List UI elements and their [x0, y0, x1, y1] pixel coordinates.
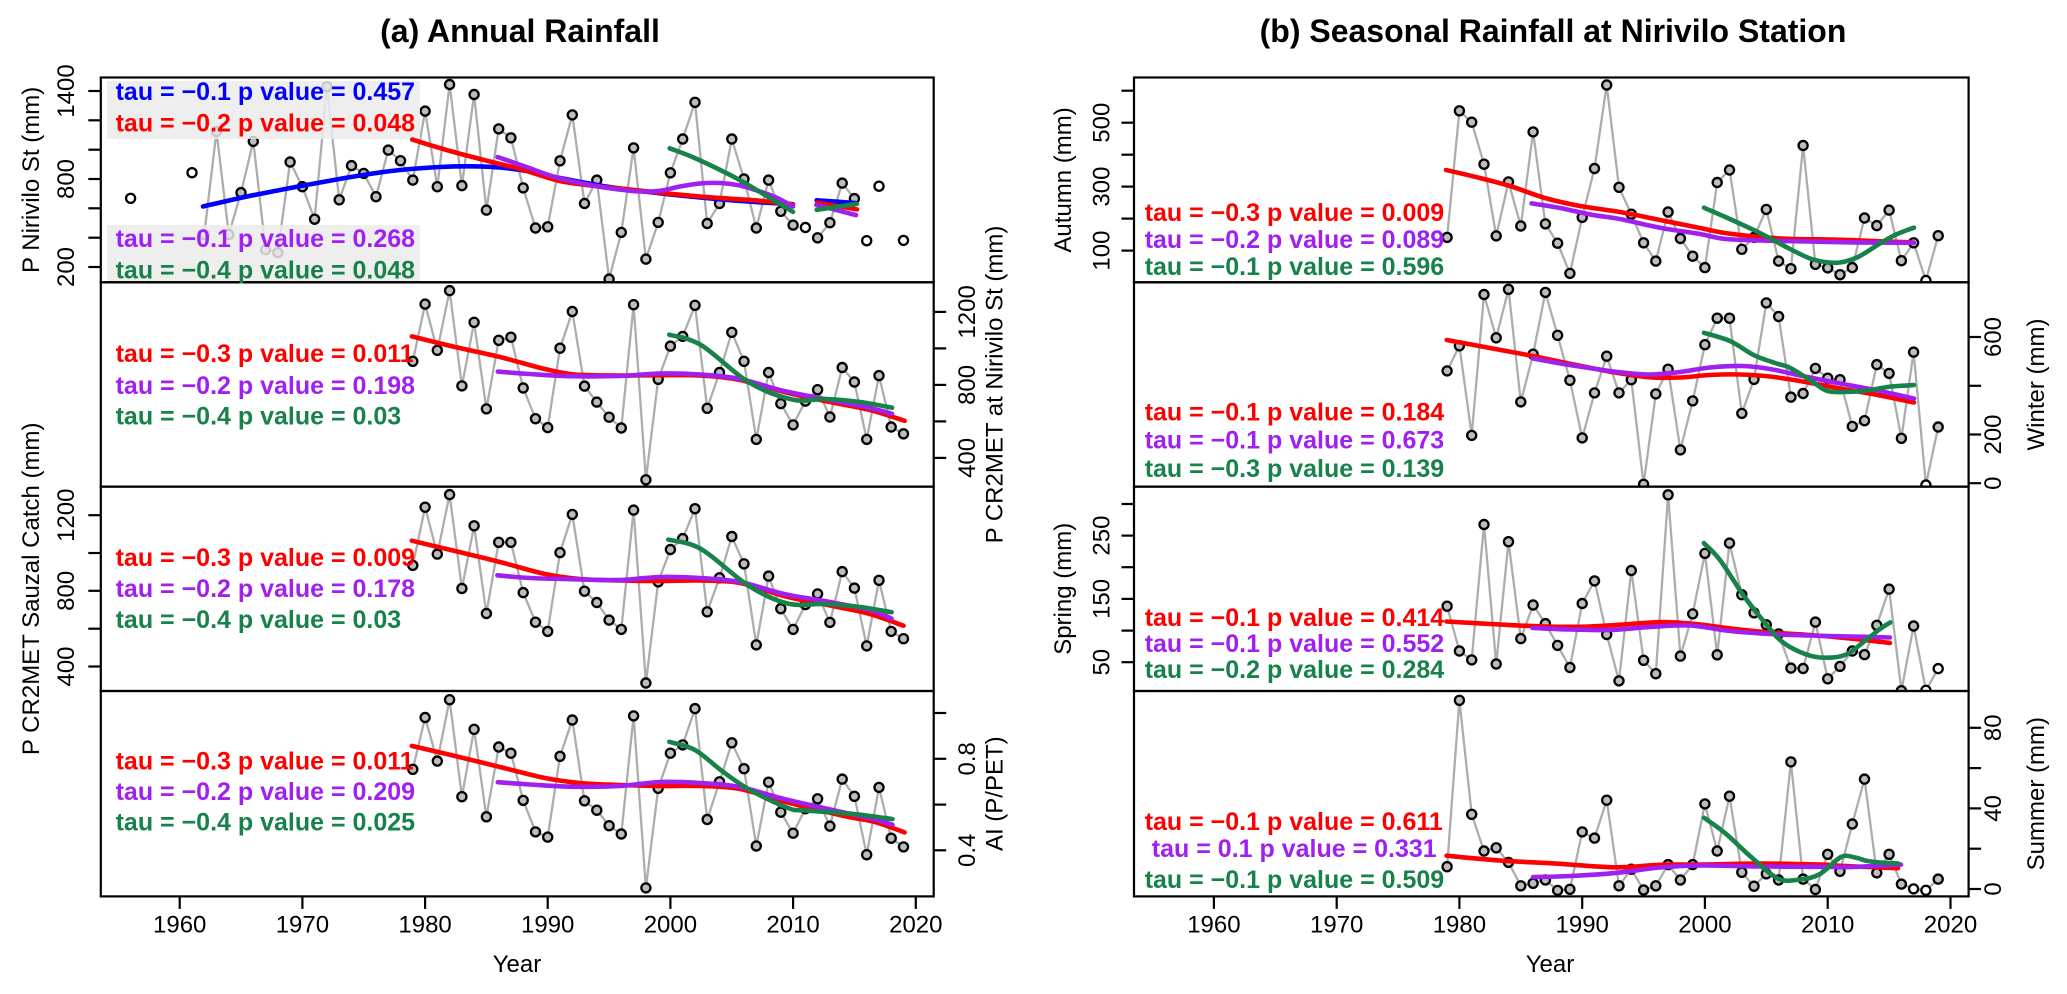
- svg-text:tau = −0.3 p value = 0.011: tau = −0.3 p value = 0.011: [116, 748, 414, 776]
- svg-text:tau = −0.3 p value = 0.139: tau = −0.3 p value = 0.139: [1145, 455, 1445, 483]
- svg-text:tau = 0.1 p value = 0.331: tau = 0.1 p value = 0.331: [1152, 835, 1437, 863]
- svg-text:1970: 1970: [276, 912, 329, 939]
- svg-text:tau = −0.2 p value = 0.209: tau = −0.2 p value = 0.209: [116, 778, 416, 806]
- svg-text:1970: 1970: [1310, 912, 1363, 939]
- svg-text:400: 400: [954, 438, 981, 478]
- svg-text:tau = −0.1 p value = 0.509: tau = −0.1 p value = 0.509: [1145, 866, 1445, 894]
- svg-text:Autumn (mm): Autumn (mm): [1050, 107, 1077, 252]
- svg-text:tau = −0.4 p value = 0.03: tau = −0.4 p value = 0.03: [116, 606, 402, 634]
- svg-text:tau = −0.3 p value = 0.011: tau = −0.3 p value = 0.011: [116, 340, 414, 368]
- svg-text:tau = −0.2 p value = 0.198: tau = −0.2 p value = 0.198: [116, 372, 416, 400]
- svg-text:tau = −0.1 p value = 0.414: tau = −0.1 p value = 0.414: [1145, 604, 1445, 632]
- svg-text:1980: 1980: [398, 912, 451, 939]
- svg-text:tau = −0.1 p value = 0.457: tau = −0.1 p value = 0.457: [116, 78, 416, 106]
- svg-text:AI (P/PET): AI (P/PET): [982, 736, 1009, 851]
- svg-text:0.4: 0.4: [954, 834, 981, 867]
- svg-text:0.8: 0.8: [954, 742, 981, 775]
- svg-text:Summer (mm): Summer (mm): [2023, 717, 2050, 870]
- svg-text:1980: 1980: [1433, 912, 1486, 939]
- svg-text:tau = −0.3 p value = 0.009: tau = −0.3 p value = 0.009: [116, 544, 416, 572]
- svg-text:tau = −0.1 p value = 0.552: tau = −0.1 p value = 0.552: [1145, 630, 1445, 658]
- svg-text:200: 200: [53, 247, 80, 287]
- svg-text:tau = −0.2 p value = 0.089: tau = −0.2 p value = 0.089: [1145, 226, 1445, 254]
- svg-text:1990: 1990: [521, 912, 574, 939]
- svg-text:1200: 1200: [954, 285, 981, 338]
- svg-text:tau = −0.2 p value = 0.048: tau = −0.2 p value = 0.048: [116, 110, 416, 138]
- svg-text:500: 500: [1089, 103, 1116, 143]
- svg-text:tau = −0.1 p value = 0.184: tau = −0.1 p value = 0.184: [1145, 399, 1445, 427]
- svg-text:800: 800: [53, 571, 80, 611]
- svg-text:1990: 1990: [1556, 912, 1609, 939]
- svg-text:800: 800: [954, 365, 981, 405]
- svg-text:tau = −0.1 p value = 0.611: tau = −0.1 p value = 0.611: [1145, 808, 1443, 836]
- svg-text:P CR2MET at Nirivilo St (mm): P CR2MET at Nirivilo St (mm): [982, 226, 1009, 544]
- svg-text:tau = −0.2 p value = 0.284: tau = −0.2 p value = 0.284: [1145, 656, 1445, 684]
- svg-text:80: 80: [1980, 714, 2007, 741]
- svg-text:Spring (mm): Spring (mm): [1050, 523, 1077, 655]
- svg-text:tau = −0.4 p value = 0.025: tau = −0.4 p value = 0.025: [116, 809, 416, 837]
- svg-text:1960: 1960: [1187, 912, 1240, 939]
- svg-text:0: 0: [1980, 477, 2007, 490]
- svg-text:50: 50: [1089, 649, 1116, 676]
- svg-text:tau = −0.4 p value = 0.048: tau = −0.4 p value = 0.048: [116, 257, 416, 285]
- svg-text:600: 600: [1980, 317, 2007, 357]
- svg-text:2010: 2010: [1801, 912, 1854, 939]
- svg-text:(a) Annual Rainfall: (a) Annual Rainfall: [380, 13, 660, 49]
- svg-text:(b) Seasonal Rainfall at Niriv: (b) Seasonal Rainfall at Nirivilo Statio…: [1260, 13, 1847, 49]
- svg-text:0: 0: [1980, 882, 2007, 895]
- svg-text:2000: 2000: [1678, 912, 1731, 939]
- svg-text:tau = −0.1 p value = 0.673: tau = −0.1 p value = 0.673: [1145, 427, 1445, 455]
- svg-text:800: 800: [53, 159, 80, 199]
- svg-text:2020: 2020: [1924, 912, 1977, 939]
- svg-text:tau = −0.1 p value = 0.268: tau = −0.1 p value = 0.268: [116, 225, 416, 253]
- svg-text:1200: 1200: [53, 489, 80, 542]
- svg-text:300: 300: [1089, 167, 1116, 207]
- svg-text:1960: 1960: [153, 912, 206, 939]
- svg-text:1400: 1400: [53, 64, 80, 117]
- svg-text:400: 400: [53, 646, 80, 686]
- svg-text:40: 40: [1980, 795, 2007, 822]
- svg-text:2020: 2020: [889, 912, 942, 939]
- svg-text:tau = −0.1 p value = 0.596: tau = −0.1 p value = 0.596: [1145, 253, 1445, 281]
- svg-text:Winter (mm): Winter (mm): [2023, 319, 2050, 451]
- svg-text:250: 250: [1089, 516, 1116, 556]
- svg-text:2010: 2010: [766, 912, 819, 939]
- svg-text:tau = −0.4 p value = 0.03: tau = −0.4 p value = 0.03: [116, 403, 402, 431]
- svg-text:tau = −0.2 p value = 0.178: tau = −0.2 p value = 0.178: [116, 575, 416, 603]
- svg-text:P CR2MET Sauzal Catch (mm): P CR2MET Sauzal Catch (mm): [18, 423, 45, 756]
- svg-text:200: 200: [1980, 414, 2007, 454]
- svg-text:Year: Year: [493, 951, 542, 978]
- svg-text:2000: 2000: [644, 912, 697, 939]
- svg-text:P Nirivilo St (mm): P Nirivilo St (mm): [18, 87, 45, 273]
- svg-text:150: 150: [1089, 579, 1116, 619]
- svg-text:Year: Year: [1526, 951, 1575, 978]
- svg-text:tau = −0.3 p value = 0.009: tau = −0.3 p value = 0.009: [1145, 199, 1445, 227]
- svg-text:100: 100: [1089, 231, 1116, 271]
